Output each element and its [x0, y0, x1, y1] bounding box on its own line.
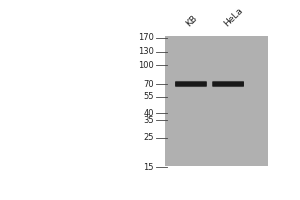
- Text: KB: KB: [184, 14, 200, 29]
- Text: 170: 170: [138, 33, 154, 42]
- Text: 55: 55: [143, 92, 154, 101]
- Text: 70: 70: [143, 80, 154, 89]
- Text: 15: 15: [143, 163, 154, 172]
- FancyBboxPatch shape: [212, 81, 244, 86]
- Text: 100: 100: [138, 61, 154, 70]
- Text: 130: 130: [138, 47, 154, 56]
- Bar: [165, 36, 268, 166]
- Text: 25: 25: [143, 133, 154, 142]
- Text: 35: 35: [143, 116, 154, 125]
- FancyBboxPatch shape: [212, 82, 244, 87]
- FancyBboxPatch shape: [175, 81, 207, 87]
- FancyBboxPatch shape: [175, 82, 207, 87]
- FancyBboxPatch shape: [175, 81, 207, 86]
- Text: 40: 40: [143, 109, 154, 118]
- FancyBboxPatch shape: [212, 81, 244, 87]
- Text: HeLa: HeLa: [222, 6, 244, 29]
